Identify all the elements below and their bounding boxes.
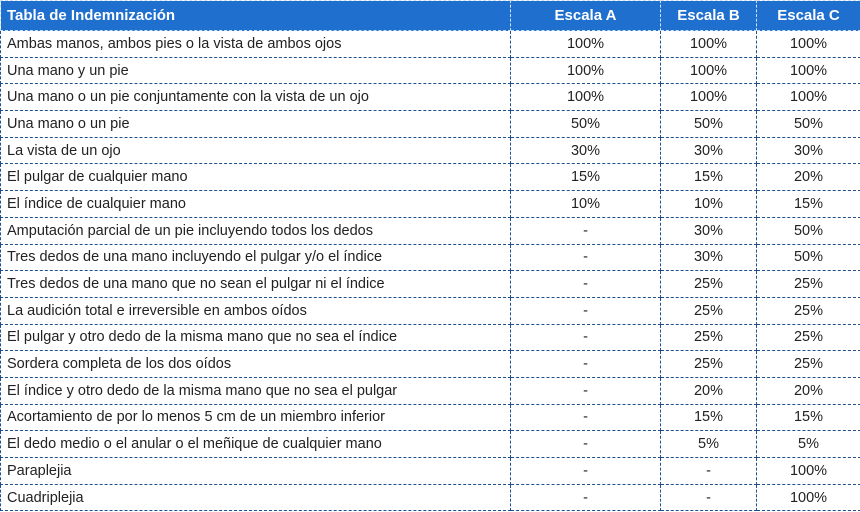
scale-a-value: 50% — [510, 110, 661, 138]
scale-b-value: - — [660, 483, 757, 512]
scale-c-value: 25% — [756, 296, 860, 325]
scale-b-value: 30% — [660, 136, 757, 165]
scale-b-value: 25% — [660, 350, 757, 378]
scale-b-value: 50% — [660, 110, 757, 138]
header-scale-a: Escala A — [510, 0, 661, 31]
table-row: Paraplejia - -100% — [0, 457, 860, 485]
table-row: Acortamiento de por lo menos 5 cm de un … — [0, 403, 860, 432]
scale-b-value: 25% — [660, 270, 757, 298]
scale-c-value: 5% — [756, 430, 860, 458]
header-table-title: Tabla de Indemnización — [0, 0, 511, 31]
scale-b-value: 30% — [660, 243, 757, 272]
scale-c-value: 50% — [756, 243, 860, 272]
table-row: Cuadriplejia - -100% — [0, 483, 860, 512]
row-label: Paraplejia — [0, 457, 511, 485]
row-label: Sordera completa de los dos oídos — [0, 350, 511, 378]
scale-a-value: - — [510, 296, 661, 325]
scale-a-value: - — [510, 270, 661, 298]
scale-a-value: - — [510, 243, 661, 272]
row-label: Acortamiento de por lo menos 5 cm de un … — [0, 403, 511, 432]
scale-a-value: 10% — [510, 190, 661, 218]
scale-c-value: 25% — [756, 270, 860, 298]
scale-c-value: 100% — [756, 83, 860, 112]
scale-c-value: 100% — [756, 457, 860, 485]
row-label: Una mano y un pie — [0, 56, 511, 85]
scale-c-value: 100% — [756, 483, 860, 512]
row-label: El pulgar de cualquier mano — [0, 163, 511, 192]
scale-c-value: 15% — [756, 403, 860, 432]
table-row: El pulgar y otro dedo de la misma mano q… — [0, 323, 860, 352]
table-row: El índice de cualquier mano 10% 10% 15% — [0, 190, 860, 218]
scale-c-value: 15% — [756, 190, 860, 218]
scale-b-value: 20% — [660, 376, 757, 405]
scale-c-value: 20% — [756, 376, 860, 405]
row-label: El índice y otro dedo de la misma mano q… — [0, 376, 511, 405]
scale-a-value: 100% — [510, 83, 661, 112]
scale-b-value: 5% — [660, 430, 757, 458]
scale-c-value: 50% — [756, 110, 860, 138]
row-label: La audición total e irreversible en ambo… — [0, 296, 511, 325]
row-label: La vista de un ojo — [0, 136, 511, 165]
scale-b-value: 30% — [660, 216, 757, 245]
row-label: Tres dedos de una mano que no sean el pu… — [0, 270, 511, 298]
scale-b-value: 15% — [660, 403, 757, 432]
scale-b-value: 100% — [660, 83, 757, 112]
header-scale-c: Escala C — [756, 0, 860, 31]
scale-c-value: 100% — [756, 30, 860, 58]
scale-c-value: 100% — [756, 56, 860, 85]
scale-c-value: 50% — [756, 216, 860, 245]
scale-c-value: 25% — [756, 323, 860, 352]
row-label: Cuadriplejia — [0, 483, 511, 512]
table-row: Una mano y un pie 100% 100% 100% — [0, 56, 860, 85]
scale-a-value: - — [510, 350, 661, 378]
row-label: El pulgar y otro dedo de la misma mano q… — [0, 323, 511, 352]
row-label: Amputación parcial de un pie incluyendo … — [0, 216, 511, 245]
row-label: Una mano o un pie — [0, 110, 511, 138]
table-row: Una mano o un pie 50% 50% 50% — [0, 110, 860, 138]
scale-a-value: - — [510, 376, 661, 405]
table-row: Una mano o un pie conjuntamente con la v… — [0, 83, 860, 112]
scale-b-value: 10% — [660, 190, 757, 218]
scale-b-value: 100% — [660, 30, 757, 58]
scale-a-value: 15% — [510, 163, 661, 192]
table-row: El dedo medio o el anular o el meñique d… — [0, 430, 860, 458]
table-row: El índice y otro dedo de la misma mano q… — [0, 376, 860, 405]
table-row: La audición total e irreversible en ambo… — [0, 296, 860, 325]
table-row: Tres dedos de una mano que no sean el pu… — [0, 270, 860, 298]
scale-b-value: 100% — [660, 56, 757, 85]
scale-b-value: - — [660, 457, 757, 485]
scale-a-value: - — [510, 457, 661, 485]
table-row: Tres dedos de una mano incluyendo el pul… — [0, 243, 860, 272]
scale-a-value: - — [510, 323, 661, 352]
table-row: Ambas manos, ambos pies o la vista de am… — [0, 30, 860, 58]
scale-a-value: 100% — [510, 30, 661, 58]
scale-c-value: 25% — [756, 350, 860, 378]
scale-b-value: 25% — [660, 323, 757, 352]
table-body: Ambas manos, ambos pies o la vista de am… — [0, 30, 860, 512]
table-row: Sordera completa de los dos oídos -25% 25% — [0, 350, 860, 378]
table-header: Tabla de Indemnización Escala A Escala B… — [0, 0, 860, 31]
header-row: Tabla de Indemnización Escala A Escala B… — [0, 0, 860, 31]
scale-c-value: 20% — [756, 163, 860, 192]
scale-a-value: - — [510, 430, 661, 458]
row-label: Tres dedos de una mano incluyendo el pul… — [0, 243, 511, 272]
table-row: La vista de un ojo 30% 30% 30% — [0, 136, 860, 165]
scale-a-value: 30% — [510, 136, 661, 165]
table-row: Amputación parcial de un pie incluyendo … — [0, 216, 860, 245]
scale-b-value: 25% — [660, 296, 757, 325]
scale-a-value: - — [510, 483, 661, 512]
scale-a-value: 100% — [510, 56, 661, 85]
scale-a-value: - — [510, 216, 661, 245]
row-label: Una mano o un pie conjuntamente con la v… — [0, 83, 511, 112]
row-label: El dedo medio o el anular o el meñique d… — [0, 430, 511, 458]
scale-c-value: 30% — [756, 136, 860, 165]
row-label: Ambas manos, ambos pies o la vista de am… — [0, 30, 511, 58]
scale-a-value: - — [510, 403, 661, 432]
header-scale-b: Escala B — [660, 0, 757, 31]
row-label: El índice de cualquier mano — [0, 190, 511, 218]
scale-b-value: 15% — [660, 163, 757, 192]
table-row: El pulgar de cualquier mano 15% 15% 20% — [0, 163, 860, 192]
